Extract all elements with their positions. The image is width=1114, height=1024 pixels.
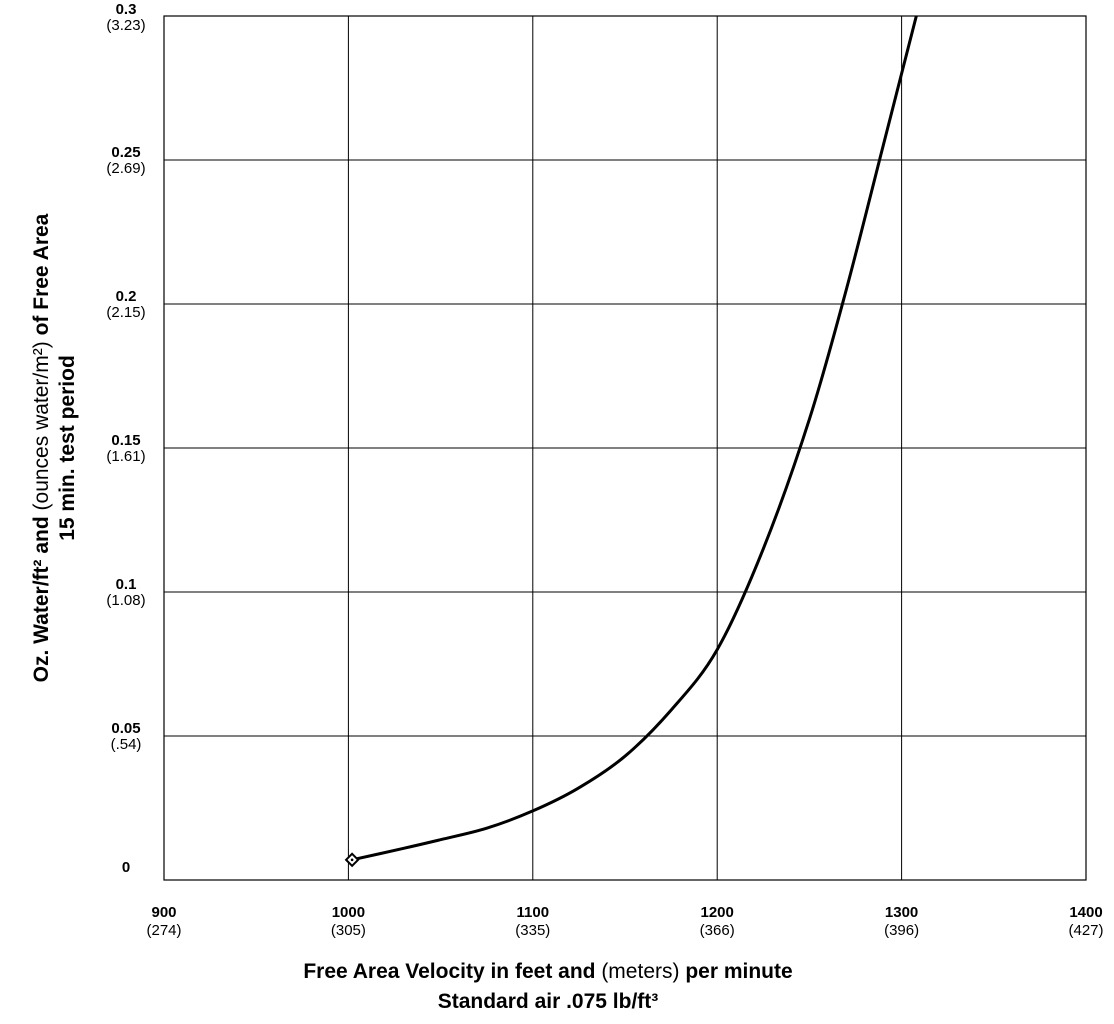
x-tick-sublabel: (335) bbox=[515, 922, 550, 939]
x-tick-label: 1400 bbox=[1069, 904, 1102, 921]
data-point-marker-dot bbox=[350, 858, 354, 862]
plot-area-frame bbox=[163, 15, 1087, 881]
y-tick-sublabel: (2.69) bbox=[106, 160, 145, 177]
y-tick-label: 0.2 bbox=[116, 288, 137, 305]
y-tick-label: 0.1 bbox=[116, 576, 137, 593]
x-tick-sublabel: (427) bbox=[1068, 922, 1103, 939]
x-tick-label: 1200 bbox=[701, 904, 734, 921]
x-tick-sublabel: (305) bbox=[331, 922, 366, 939]
x-tick-label: 1300 bbox=[885, 904, 918, 921]
x-tick-label: 900 bbox=[151, 904, 176, 921]
x-tick-label: 1100 bbox=[517, 904, 550, 921]
x-tick-sublabel: (366) bbox=[700, 922, 735, 939]
y-tick-labels: 0 0.05(.54) 0.1(1.08) 0.15(1.61) 0.2(2.15) 0.… bbox=[106, 1, 145, 876]
x-tick-sublabel: (396) bbox=[884, 922, 919, 939]
x-tick-labels: 900(274)1000(305)1100(335)1200(366)1300(… bbox=[146, 904, 1103, 939]
grid bbox=[164, 16, 1086, 880]
y-tick-sublabel: (1.61) bbox=[106, 448, 145, 465]
y-axis-title-line2: 15 min. test period bbox=[56, 355, 79, 541]
y-tick-sublabel: (.54) bbox=[111, 736, 142, 753]
y-tick-label: 0.3 bbox=[116, 1, 137, 18]
series-line bbox=[350, 16, 918, 862]
x-axis-title-line1: Free Area Velocity in feet and (meters) … bbox=[303, 960, 792, 983]
y-tick-label: 0.05 bbox=[111, 720, 140, 737]
x-tick-label: 1000 bbox=[332, 904, 365, 921]
series-markers bbox=[344, 852, 360, 868]
y-axis-title-line1: Oz. Water/ft² and (ounces water/m²) of F… bbox=[30, 213, 53, 682]
y-tick-label: 0.25 bbox=[111, 144, 140, 161]
y-tick-label: 0 bbox=[122, 859, 130, 876]
y-tick-sublabel: (3.23) bbox=[106, 17, 145, 34]
y-tick-sublabel: (2.15) bbox=[106, 304, 145, 321]
y-tick-sublabel: (1.08) bbox=[106, 592, 145, 609]
series-curve bbox=[350, 16, 918, 862]
x-axis-title-line2: Standard air .075 lb/ft³ bbox=[438, 990, 659, 1013]
x-tick-sublabel: (274) bbox=[146, 922, 181, 939]
y-tick-label: 0.15 bbox=[111, 432, 140, 449]
